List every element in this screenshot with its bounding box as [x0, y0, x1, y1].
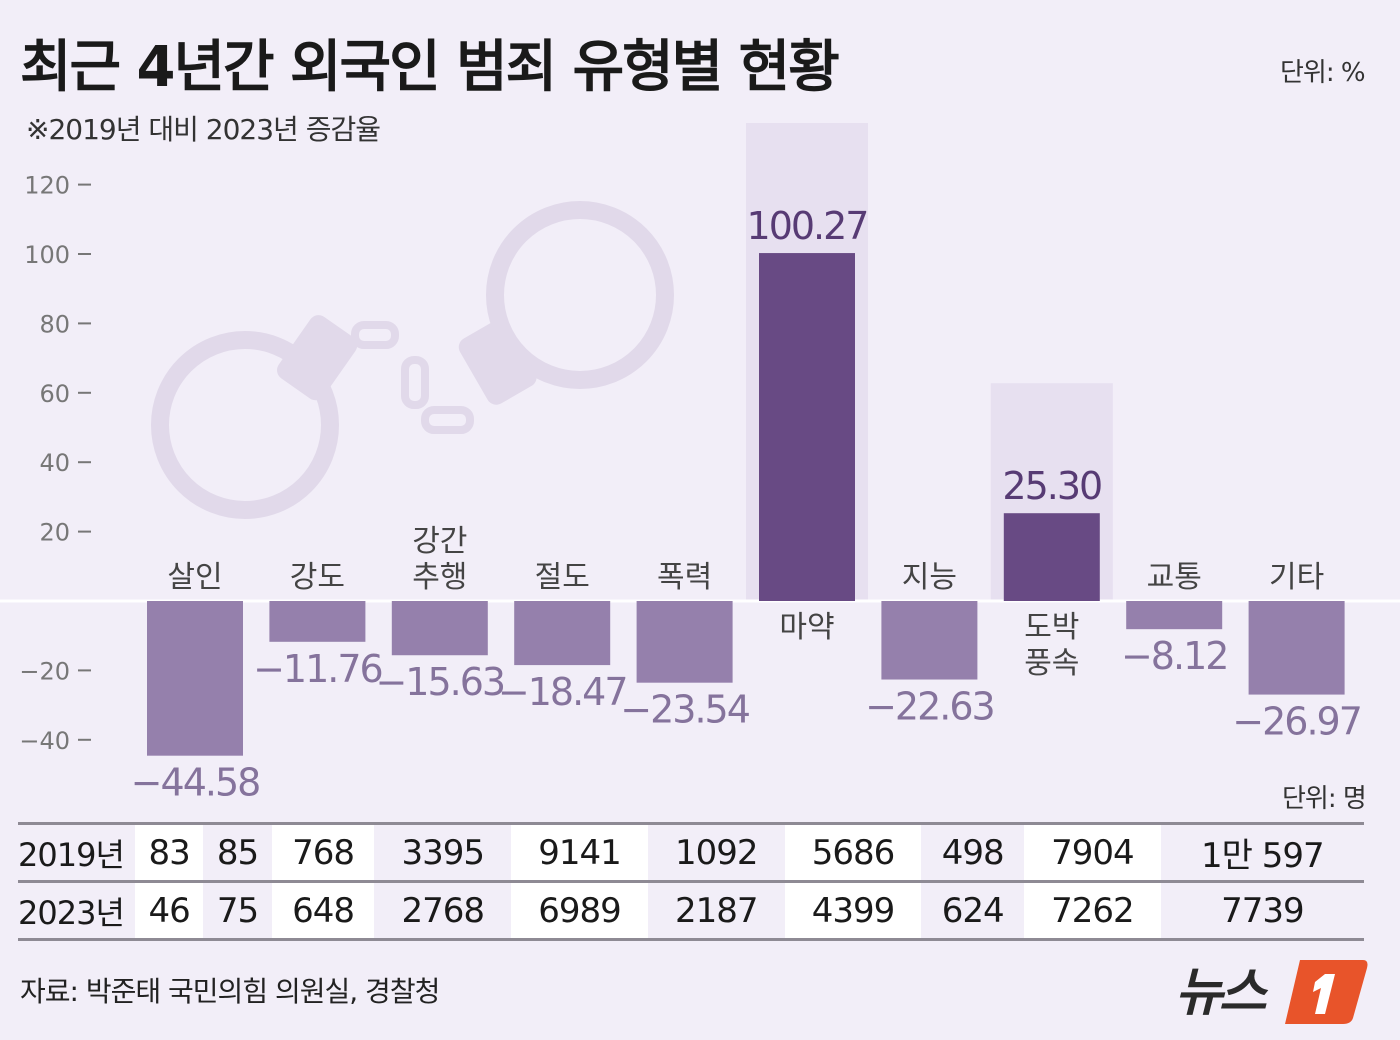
- table-cell: 7739: [1160, 881, 1364, 940]
- data-table: 2019년 83 85 768 3395 9141 1092 5686 498 7904 1만 59…: [18, 822, 1364, 941]
- value-label: −8.12: [1121, 634, 1227, 678]
- category-label: 절도: [535, 560, 590, 595]
- y-tick-label: 20: [39, 519, 70, 547]
- bar: [759, 253, 855, 601]
- table-cell: 624: [921, 881, 1024, 940]
- category-label: 살인: [167, 560, 222, 595]
- category-label: 강도: [290, 560, 345, 595]
- table-cell: 648: [271, 881, 375, 940]
- table-cell: 2768: [374, 881, 512, 940]
- y-tick-label: 80: [39, 310, 70, 338]
- value-label: −26.97: [1232, 700, 1361, 744]
- bar-chart: 120 100 80 60 40 20 −20 −40 −44.58 살인 −11.76 강도 −15…: [0, 123, 1400, 805]
- category-label: 도박: [1024, 610, 1079, 645]
- y-tick-label: 40: [39, 449, 70, 477]
- bar: [636, 601, 733, 683]
- handcuffs-icon: [151, 201, 674, 519]
- y-tick-label: 100: [24, 241, 70, 269]
- bar: [881, 601, 978, 680]
- table-cell: 7904: [1023, 823, 1161, 882]
- y-tick-label: 120: [24, 172, 70, 200]
- table-cell: 1092: [647, 823, 785, 882]
- table-cell: 2187: [647, 881, 785, 940]
- value-label: 25.30: [1002, 464, 1101, 508]
- table-cell: 85: [203, 823, 272, 882]
- svg-text:뉴스: 뉴스: [1175, 963, 1269, 1023]
- table-cell: 498: [921, 823, 1024, 882]
- bar: [514, 601, 611, 666]
- value-label: −18.47: [498, 670, 627, 714]
- table-cell: 4399: [784, 881, 922, 940]
- value-label: −11.76: [253, 647, 382, 691]
- chart-unit: 단위: %: [1280, 58, 1366, 88]
- row-label: 2019년: [18, 823, 135, 882]
- bar: [1126, 601, 1223, 630]
- table-cell: 768: [271, 823, 375, 882]
- value-label: −15.63: [375, 660, 504, 704]
- category-label: 지능: [902, 560, 957, 595]
- table-row: 2019년 83 85 768 3395 9141 1092 5686 498 7904 1만 59…: [18, 823, 1364, 882]
- value-label: −22.63: [865, 685, 994, 729]
- category-label: 교통: [1147, 560, 1202, 595]
- table-cell: 83: [135, 823, 204, 882]
- table-cell: 5686: [784, 823, 922, 882]
- table-unit: 단위: 명: [1282, 784, 1367, 814]
- y-tick-label: −20: [19, 657, 70, 685]
- bar: [1248, 601, 1345, 695]
- table-cell: 75: [203, 881, 272, 940]
- value-label: −23.54: [620, 688, 749, 732]
- y-tick-label: −40: [19, 727, 70, 755]
- category-label: 강간: [412, 524, 467, 559]
- category-label: 폭력: [657, 560, 712, 595]
- chart-subtitle: ※2019년 대비 2023년 증감율: [26, 113, 381, 146]
- table-cell: 46: [135, 881, 204, 940]
- category-label: 기타: [1269, 560, 1324, 595]
- chart-title: 최근 4년간 외국인 범죄 유형별 현황: [20, 35, 840, 100]
- table-cell: 7262: [1023, 881, 1161, 940]
- table-row: 2023년 46 75 648 2768 6989 2187 4399 624 7262 7739: [18, 881, 1364, 940]
- category-label: 추행: [412, 560, 467, 595]
- value-label: −44.58: [131, 761, 260, 805]
- table-cell: 1만 597: [1160, 823, 1364, 882]
- source-note: 자료: 박준태 국민의힘 의원실, 경찰청: [20, 975, 440, 1008]
- row-label: 2023년: [18, 881, 135, 940]
- value-label: 100.27: [747, 204, 868, 248]
- bar: [269, 601, 366, 642]
- table-cell: 3395: [374, 823, 512, 882]
- news1-logo: 뉴스: [1175, 960, 1368, 1024]
- bar: [391, 601, 488, 656]
- table-cell: 9141: [511, 823, 648, 882]
- bar: [147, 601, 243, 756]
- bar: [1003, 513, 1100, 601]
- category-label: 풍속: [1024, 646, 1079, 681]
- y-tick-label: 60: [39, 380, 70, 408]
- category-label: 마약: [779, 610, 834, 645]
- table-cell: 6989: [511, 881, 648, 940]
